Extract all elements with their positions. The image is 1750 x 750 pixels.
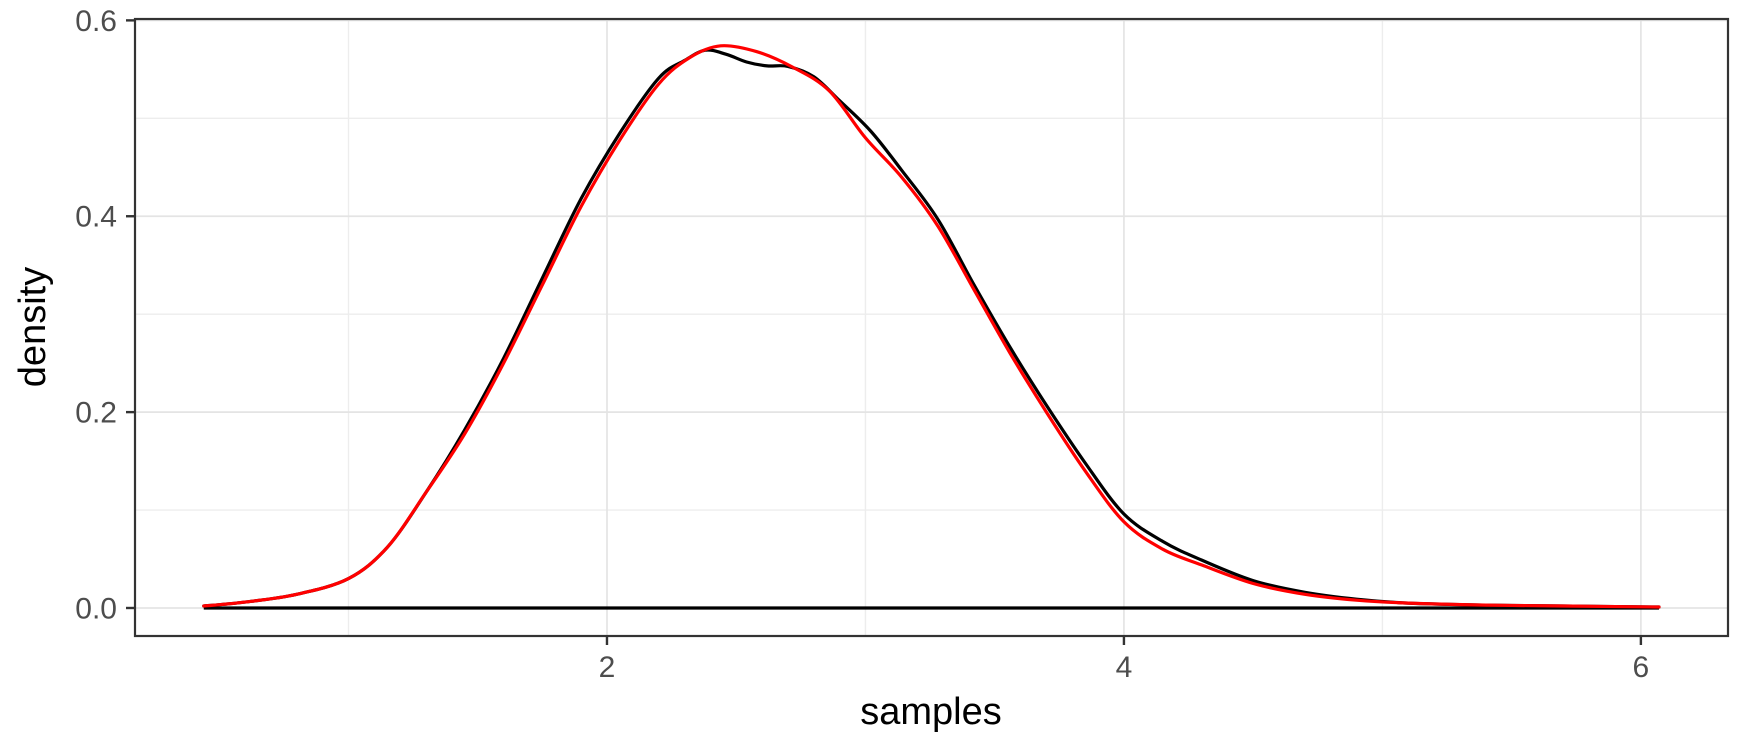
y-tick-label: 0.4 (75, 201, 117, 234)
y-axis-title: density (12, 267, 54, 387)
y-tick-label: 0.6 (75, 5, 117, 38)
x-tick-label: 6 (1633, 651, 1650, 684)
x-axis-title: samples (860, 691, 1002, 733)
curve-theoretical-density (202, 44, 1661, 609)
x-tick-label: 4 (1116, 651, 1133, 684)
panel-border (133, 17, 1730, 638)
curve-sample-density-kde (202, 48, 1661, 609)
x-tick-label: 2 (599, 651, 616, 684)
plot-panel: 2 4 6 0.0 0.2 0.4 0.6 (75, 5, 1730, 684)
y-tick-label: 0.2 (75, 397, 117, 430)
y-tick-label: 0.0 (75, 592, 117, 625)
